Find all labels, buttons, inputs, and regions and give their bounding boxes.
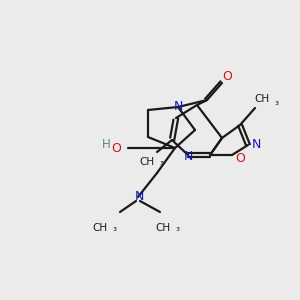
Text: N: N bbox=[183, 149, 193, 163]
Text: ₃: ₃ bbox=[274, 97, 278, 107]
Text: ₃: ₃ bbox=[112, 223, 116, 233]
Text: N: N bbox=[134, 190, 144, 203]
Text: ₃: ₃ bbox=[175, 223, 179, 233]
Text: O: O bbox=[235, 152, 245, 164]
Text: CH: CH bbox=[155, 223, 171, 233]
Text: O: O bbox=[222, 70, 232, 83]
Text: H: H bbox=[102, 139, 110, 152]
Text: N: N bbox=[173, 100, 183, 112]
Text: N: N bbox=[251, 139, 261, 152]
Text: CH: CH bbox=[254, 94, 270, 104]
Text: O: O bbox=[111, 142, 121, 154]
Text: ₃: ₃ bbox=[159, 157, 163, 167]
Text: CH: CH bbox=[92, 223, 108, 233]
Text: CH: CH bbox=[140, 157, 154, 167]
